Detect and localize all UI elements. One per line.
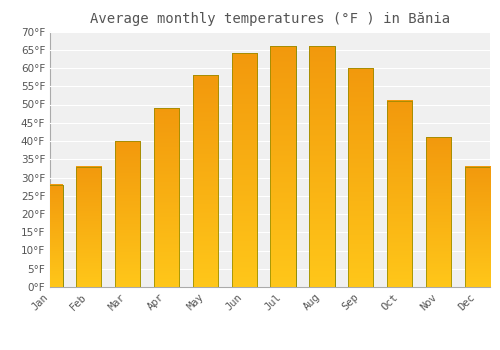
Bar	[76, 167, 102, 287]
Bar	[270, 46, 295, 287]
Bar	[38, 185, 62, 287]
Bar	[426, 137, 451, 287]
Bar	[387, 101, 412, 287]
Bar	[270, 46, 295, 287]
Bar	[310, 46, 334, 287]
Bar	[115, 141, 140, 287]
Bar	[115, 141, 140, 287]
Bar	[464, 167, 490, 287]
Bar	[426, 137, 451, 287]
Bar	[232, 54, 257, 287]
Bar	[348, 68, 374, 287]
Bar	[387, 101, 412, 287]
Bar	[76, 167, 102, 287]
Bar	[193, 75, 218, 287]
Bar	[38, 185, 62, 287]
Bar	[348, 68, 374, 287]
Bar	[310, 46, 334, 287]
Bar	[464, 167, 490, 287]
Title: Average monthly temperatures (°F ) in Bănia: Average monthly temperatures (°F ) in Bă…	[90, 12, 450, 26]
Bar	[193, 75, 218, 287]
Bar	[154, 108, 179, 287]
Bar	[154, 108, 179, 287]
Bar	[232, 54, 257, 287]
